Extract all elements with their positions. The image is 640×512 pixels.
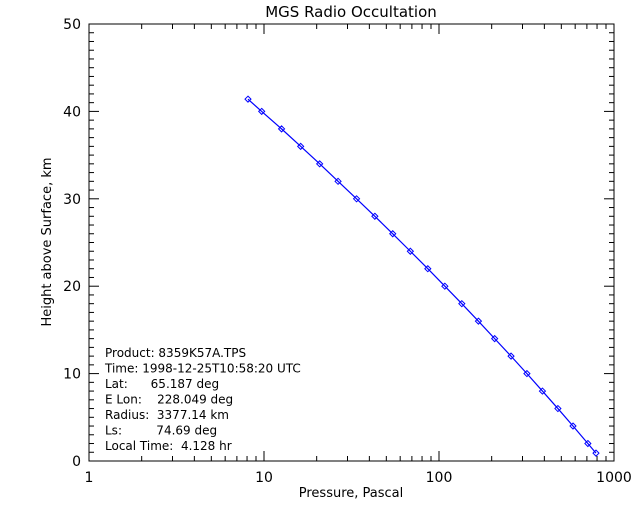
annotation-line: Product: 8359K57A.TPS: [105, 346, 246, 360]
data-point-marker: [592, 449, 600, 457]
data-point-marker: [389, 230, 397, 238]
data-point-marker: [458, 299, 466, 308]
data-point-marker: [315, 160, 324, 168]
y-tick-label: 40: [63, 104, 81, 120]
annotation-line: Time: 1998-12-25T10:58:20 UTC: [104, 362, 301, 376]
data-point-marker: [569, 422, 577, 430]
x-tick-label: 100: [426, 470, 453, 486]
data-point-marker: [334, 177, 342, 186]
x-tick-label: 1: [85, 470, 94, 486]
data-point-marker: [352, 195, 361, 203]
data-point-marker: [507, 352, 515, 360]
y-tick-label: 10: [63, 367, 81, 383]
data-point-marker: [474, 317, 483, 325]
data-point-marker: [424, 265, 432, 273]
x-tick-label: 10: [255, 470, 273, 486]
annotation-line: Lat: 65.187 deg: [105, 377, 219, 391]
annotation-line: Ls: 74.69 deg: [105, 424, 217, 438]
annotation-line: Local Time: 4.128 hr: [105, 439, 232, 453]
y-tick-label: 50: [63, 17, 81, 33]
annotation-line: E Lon: 228.049 deg: [105, 393, 233, 407]
series-line: [247, 98, 597, 454]
y-axis-label: Height above Surface, km: [40, 157, 55, 326]
x-tick-label: 1000: [596, 470, 632, 486]
data-point-marker: [584, 439, 592, 448]
data-point-marker: [371, 212, 379, 220]
data-point-marker: [244, 95, 252, 103]
data-point-marker: [523, 369, 531, 378]
y-tick-label: 0: [72, 454, 81, 470]
data-point-marker: [296, 142, 305, 151]
data-point-marker: [277, 125, 286, 133]
data-point-marker: [538, 387, 547, 395]
chart-title: MGS Radio Occultation: [265, 3, 437, 21]
data-point-marker: [554, 404, 562, 413]
y-tick-label: 30: [63, 192, 81, 208]
data-point-marker: [490, 334, 499, 343]
y-tick-label: 20: [63, 279, 81, 295]
data-point-marker: [441, 282, 449, 290]
data-point-marker: [406, 247, 415, 255]
data-point-marker: [257, 107, 266, 116]
annotation-line: Radius: 3377.14 km: [105, 408, 229, 422]
x-axis-label: Pressure, Pascal: [299, 486, 404, 501]
